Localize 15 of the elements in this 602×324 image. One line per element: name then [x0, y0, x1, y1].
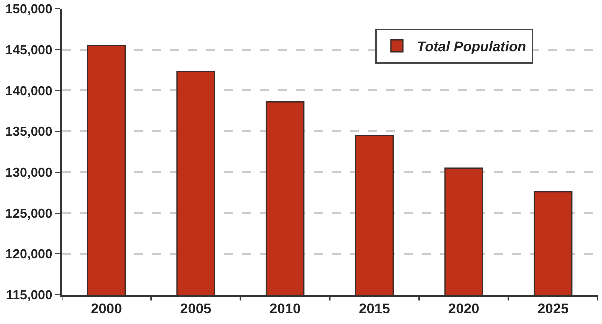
y-tick-label: 130,000: [6, 164, 53, 180]
y-tick-label: 135,000: [6, 124, 53, 140]
x-tick-label: 2015: [359, 300, 390, 317]
y-tick-label: 145,000: [6, 42, 53, 58]
y-tick-label: 125,000: [6, 206, 53, 221]
x-tick-label: 2020: [448, 300, 480, 317]
y-tick-label: 120,000: [6, 246, 53, 262]
x-tick-label: 2000: [91, 300, 122, 317]
legend-label: Total Population: [417, 38, 526, 55]
x-tick-label: 2025: [538, 300, 570, 317]
x-tick-label: 2010: [270, 300, 302, 317]
y-tick-label: 140,000: [6, 83, 53, 98]
y-tick-label: 115,000: [6, 288, 53, 303]
y-tick-label: 150,000: [6, 2, 53, 17]
x-tick-label: 2005: [180, 300, 212, 317]
